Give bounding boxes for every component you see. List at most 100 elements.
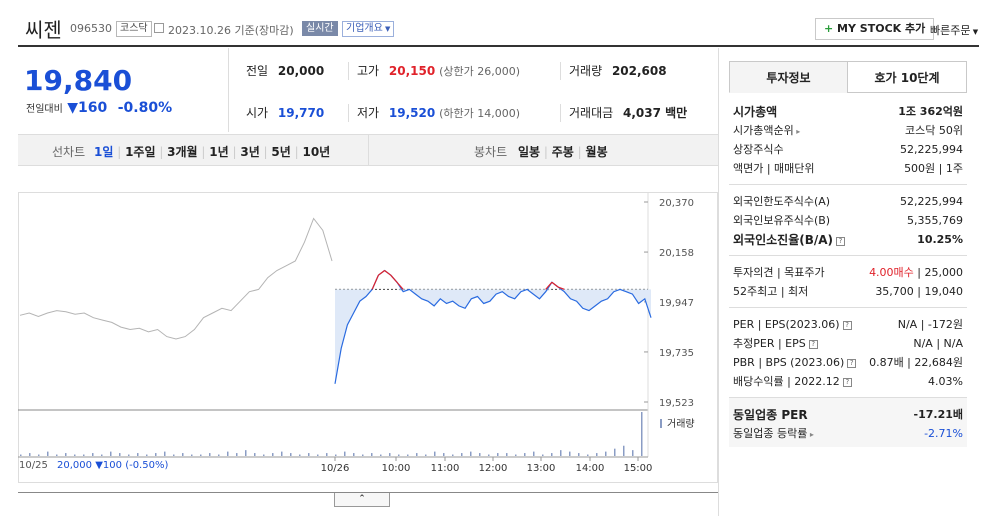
prev-price: 20,000 bbox=[57, 460, 93, 471]
volume: 거래량 202,608 bbox=[569, 63, 667, 79]
candle-tab-1[interactable]: 주봉 bbox=[551, 145, 574, 159]
volume-bar bbox=[119, 453, 121, 456]
above-ref-segment bbox=[390, 274, 398, 283]
trade-amount: 거래대금 4,037 백만 bbox=[569, 105, 687, 121]
candle-tab-2[interactable]: 월봉 bbox=[585, 145, 608, 159]
overview-dropdown[interactable]: 기업개요 ▼ bbox=[342, 21, 395, 37]
above-ref-segment bbox=[557, 286, 565, 290]
period-tab-6[interactable]: 10년 bbox=[302, 145, 331, 159]
volume-bar bbox=[497, 453, 499, 456]
info-label: 외국인보유주식수(B) bbox=[733, 214, 831, 227]
low-label: 저가 bbox=[357, 106, 380, 120]
volume-bar bbox=[218, 454, 220, 456]
info-label: 외국인소진율(B/A) bbox=[733, 233, 834, 247]
help-icon[interactable]: ? bbox=[808, 339, 818, 349]
y-tick-label: 19,947 bbox=[659, 298, 694, 309]
info-value: 4.03% bbox=[928, 375, 963, 388]
info-value: 1조 362억원 bbox=[898, 105, 963, 118]
above-ref-segment bbox=[551, 281, 559, 288]
help-icon[interactable]: ? bbox=[836, 236, 846, 246]
calendar-icon bbox=[154, 23, 164, 33]
info-row: 동일업종 PER -17.21배 bbox=[733, 408, 963, 423]
volume-bar bbox=[569, 451, 571, 456]
help-icon[interactable]: ? bbox=[842, 377, 852, 387]
volume-bar bbox=[587, 454, 589, 456]
volume-bar bbox=[146, 454, 148, 456]
quick-order-button[interactable]: 빠른주문 ▼ bbox=[930, 22, 978, 38]
prev-day-info: 10/25 20,000 ▼100 (-0.50%) bbox=[19, 460, 168, 471]
volume-bar bbox=[245, 450, 247, 456]
above-ref-segment bbox=[384, 269, 392, 276]
open-label: 시가 bbox=[246, 106, 269, 120]
period-tab-5[interactable]: 5년 bbox=[271, 145, 291, 159]
high-label: 고가 bbox=[357, 64, 380, 78]
summary-sep bbox=[560, 104, 561, 122]
info-label: 배당수익률 | 2022.12 bbox=[733, 375, 840, 388]
expand-chart-button[interactable]: ⌃ bbox=[334, 493, 390, 507]
volume-bar bbox=[605, 451, 607, 456]
volume-bar bbox=[29, 453, 31, 456]
amount-label: 거래대금 bbox=[569, 106, 614, 120]
info-row: 동일업종 등락률 ▸ -2.71% bbox=[733, 427, 963, 442]
volume-bar bbox=[20, 454, 22, 456]
info-label: 액면가 | 매매단위 bbox=[733, 162, 815, 175]
volume-bar bbox=[128, 454, 130, 456]
info-row: 시가총액 1조 362억원 bbox=[733, 105, 963, 120]
prev-day-line bbox=[19, 217, 333, 340]
period-tab-4[interactable]: 3년 bbox=[240, 145, 260, 159]
above-ref-segment bbox=[545, 281, 553, 290]
volume-legend: 거래량 bbox=[667, 418, 695, 430]
volume-bar bbox=[344, 451, 346, 456]
period-tab-3[interactable]: 1년 bbox=[209, 145, 229, 159]
price-chart[interactable]: 20,370 20,158 19,947 19,735 19,523 거래량 10/26 10… bbox=[18, 192, 718, 492]
section-divider bbox=[729, 255, 967, 256]
volume-bar bbox=[272, 453, 274, 456]
volume-bar bbox=[209, 453, 211, 456]
help-icon[interactable]: ? bbox=[842, 320, 852, 330]
arrow-right-icon[interactable]: ▸ bbox=[807, 430, 814, 439]
help-icon[interactable]: ? bbox=[847, 358, 857, 368]
high-value: 20,150 bbox=[388, 64, 436, 78]
volume-bar bbox=[407, 454, 409, 456]
stock-code: 096530 bbox=[70, 22, 112, 35]
info-value: 10.25% bbox=[917, 233, 963, 246]
candle-tab-0[interactable]: 일봉 bbox=[518, 145, 541, 159]
summary-sep bbox=[560, 62, 561, 80]
tab-investment-info[interactable]: 투자정보 bbox=[729, 61, 848, 93]
volume-bar bbox=[506, 453, 508, 456]
volume-bar bbox=[452, 454, 454, 456]
tab-separator: | bbox=[155, 145, 168, 159]
info-label: 52주최고 | 최저 bbox=[733, 285, 809, 298]
y-tick-label: 20,370 bbox=[659, 198, 694, 209]
right-panel-border bbox=[718, 48, 719, 516]
period-tab-0[interactable]: 1일 bbox=[94, 145, 114, 159]
chevron-up-icon: ⌃ bbox=[358, 494, 366, 504]
y-tick-label: 20,158 bbox=[659, 248, 694, 259]
volume-bar bbox=[191, 454, 193, 456]
tab-orderbook[interactable]: 호가 10단계 bbox=[847, 61, 967, 93]
mystock-add-button[interactable]: + MY STOCK 추가 bbox=[815, 18, 935, 40]
today-line bbox=[334, 269, 652, 384]
volume-bar bbox=[56, 454, 58, 456]
period-tab-1[interactable]: 1주일 bbox=[125, 145, 156, 159]
volume-bar bbox=[236, 453, 238, 456]
prev-close-value: 20,000 bbox=[277, 64, 325, 78]
volume-bar bbox=[362, 454, 364, 456]
volume-bar bbox=[110, 451, 112, 456]
arrow-right-icon[interactable]: ▸ bbox=[793, 127, 801, 136]
realtime-badge[interactable]: 실시간 bbox=[302, 21, 338, 36]
info-label: 투자의견 | 목표주가 bbox=[733, 266, 825, 279]
period-tab-2[interactable]: 3개월 bbox=[167, 145, 198, 159]
current-price: 19,840 bbox=[24, 64, 133, 97]
volume-bar bbox=[137, 453, 139, 456]
triangle-down-icon: ▼ bbox=[67, 100, 79, 116]
volume-bar bbox=[416, 453, 418, 456]
info-value: 코스닥 50위 bbox=[905, 124, 963, 137]
amount-value: 4,037 백만 bbox=[623, 106, 688, 120]
info-value: 52,225,994 bbox=[900, 195, 963, 208]
above-ref-segment bbox=[371, 274, 379, 290]
info-row: 시가총액순위 ▸ 코스닥 50위 bbox=[733, 124, 963, 139]
volume-value: 202,608 bbox=[611, 64, 667, 78]
prev-date: 10/25 bbox=[19, 460, 48, 471]
change-label: 전일대비 bbox=[26, 104, 63, 115]
